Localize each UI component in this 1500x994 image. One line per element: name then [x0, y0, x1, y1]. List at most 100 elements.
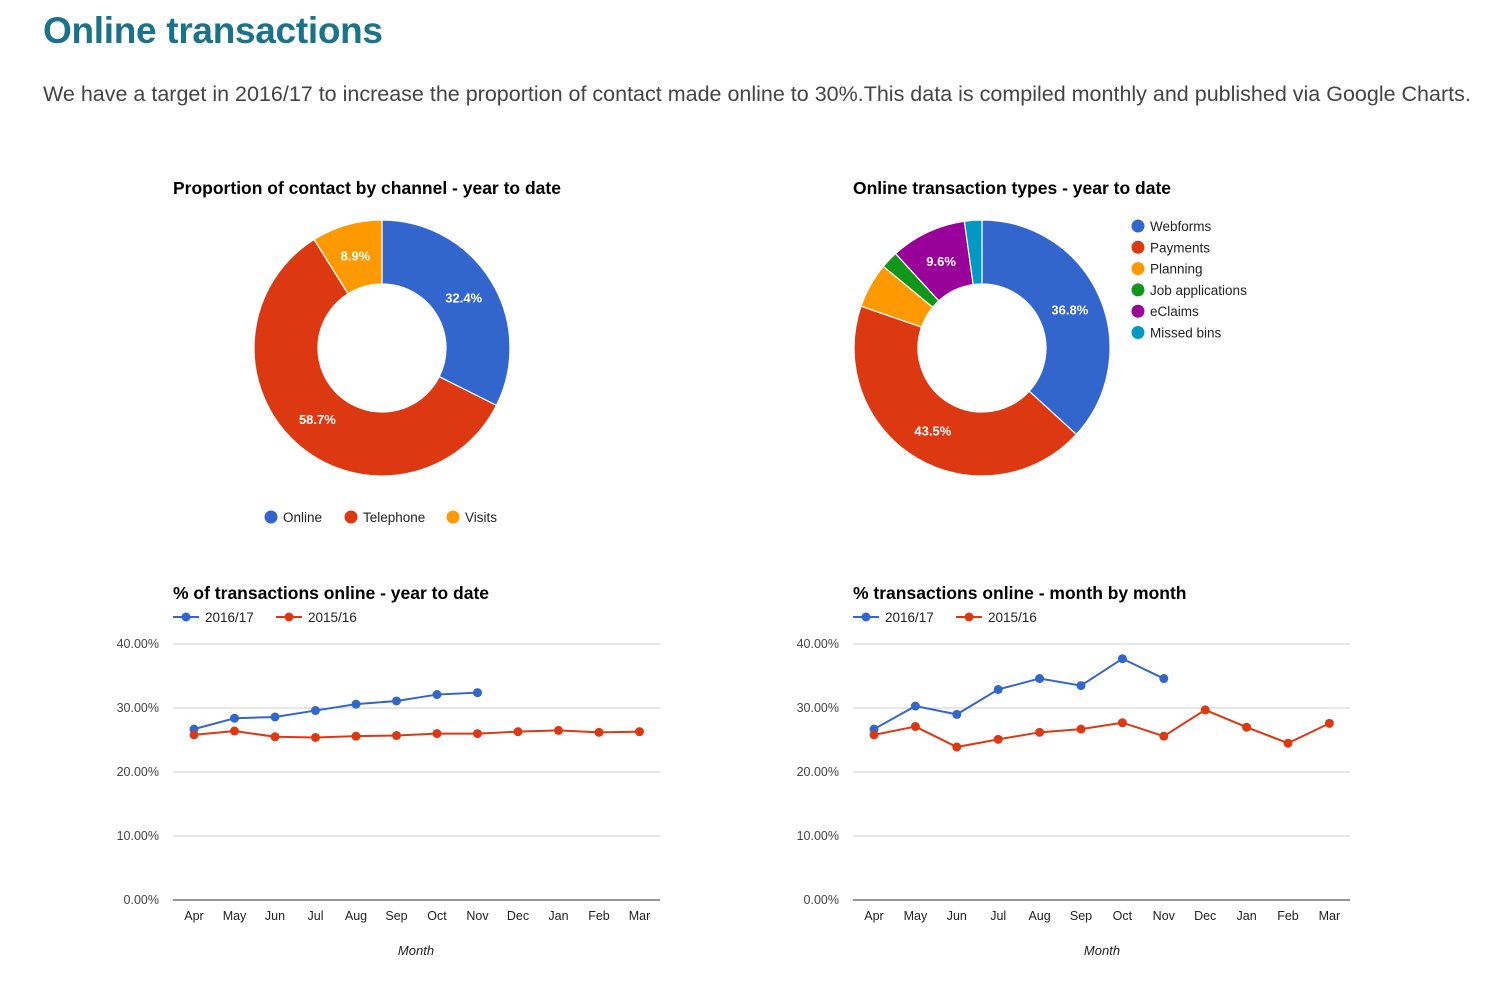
series-2015-16: [869, 705, 1334, 752]
pie-slice-visits: [313, 219, 383, 295]
y-tick-label: 40.00%: [797, 637, 839, 651]
data-point: [351, 699, 361, 709]
legend-label: 2016/17: [205, 610, 254, 625]
data-point: [513, 727, 523, 737]
legend-item-online: Online: [264, 510, 322, 525]
data-point: [1035, 727, 1045, 737]
y-tick-label: 0.00%: [804, 893, 839, 907]
data-point: [432, 690, 442, 700]
x-tick-jun: Jun: [265, 909, 285, 923]
data-point: [635, 727, 644, 737]
legend-label: 2015/16: [308, 610, 357, 625]
legend-item-2016-17: 2016/17: [853, 610, 934, 625]
data-point: [230, 726, 239, 736]
x-tick-jan: Jan: [1237, 909, 1257, 923]
data-point: [869, 730, 879, 740]
legend-label: Visits: [465, 510, 497, 525]
series-line: [193, 729, 640, 739]
legend-item-telephone: Telephone: [344, 510, 425, 525]
data-point: [432, 729, 442, 739]
legend-item-2016-17: 2016/17: [173, 610, 254, 625]
line-chart-mbm-svg: % transactions online - month by month 2…: [797, 583, 1350, 958]
slice-labels: 32.4% 58.7% 8.9%: [299, 249, 483, 427]
x-tick-oct: Oct: [1113, 909, 1133, 923]
data-point: [230, 713, 239, 723]
x-axis-title: Month: [398, 943, 434, 958]
chart-online-ytd: % of transactions online - year to date …: [100, 575, 680, 975]
legend-item-payments: Payments: [1131, 240, 1210, 255]
line-chart-ytd-svg: % of transactions online - year to date …: [117, 583, 660, 958]
x-tick-jun: Jun: [947, 909, 967, 923]
y-tick-label: 20.00%: [117, 765, 159, 779]
chart-title: % transactions online - month by month: [853, 583, 1186, 603]
slice-label-webforms: 36.8%: [1051, 302, 1088, 317]
y-tick-label: 0.00%: [124, 893, 159, 907]
data-point: [594, 727, 604, 737]
x-tick-nov: Nov: [1153, 909, 1176, 923]
x-tick-jul: Jul: [308, 909, 324, 923]
legend-marker: [446, 510, 460, 524]
x-tick-apr: Apr: [184, 909, 203, 923]
data-point: [311, 706, 320, 716]
chart-legend: Online Telephone Visits: [264, 510, 497, 525]
x-axis-ticks: Apr May Jun Jul Aug Sep Oct Nov Dec Jan Feb Mar: [184, 909, 650, 923]
data-point: [952, 742, 962, 752]
legend-item-missed-bins: Missed bins: [1131, 326, 1222, 341]
x-tick-oct: Oct: [427, 909, 447, 923]
chart-grid: [173, 643, 660, 901]
pie-slice-telephone: [253, 238, 498, 477]
pie-slices: [853, 219, 1111, 477]
data-point: [1035, 674, 1045, 684]
series-2015-16: [189, 725, 644, 742]
legend-marker: [1131, 262, 1145, 276]
data-point: [351, 731, 361, 741]
data-point: [392, 731, 401, 741]
chart-online-month-by-month: % transactions online - month by month 2…: [780, 575, 1380, 975]
data-point: [1159, 731, 1169, 741]
x-tick-jan: Jan: [548, 909, 568, 923]
x-tick-feb: Feb: [1277, 909, 1299, 923]
x-tick-feb: Feb: [588, 909, 610, 923]
chart-series: [869, 654, 1334, 752]
x-tick-mar: Mar: [1319, 909, 1341, 923]
data-point: [910, 701, 920, 711]
pie-slice-payments: [853, 305, 1078, 477]
y-tick-label: 30.00%: [117, 701, 159, 715]
data-point: [189, 730, 199, 740]
legend-marker: [1131, 326, 1145, 339]
legend-label: Telephone: [363, 510, 425, 525]
chart-legend: 2016/17 2015/16: [173, 610, 357, 625]
chart-title: Online transaction types - year to date: [853, 178, 1171, 198]
data-point: [1076, 681, 1086, 691]
data-point: [1200, 705, 1210, 715]
legend-marker: [344, 510, 358, 524]
slice-label-payments: 43.5%: [914, 423, 951, 438]
pie-slice-online: [381, 219, 511, 407]
legend-marker: [1131, 304, 1145, 318]
x-tick-dec: Dec: [507, 909, 529, 923]
data-point: [311, 732, 320, 742]
slice-label-eclaims: 9.6%: [926, 254, 956, 269]
x-tick-sep: Sep: [385, 909, 407, 923]
data-point: [270, 712, 280, 722]
legend-marker: [964, 612, 974, 622]
y-axis-ticks: 0.00% 10.00% 20.00% 30.00% 40.00%: [797, 637, 839, 907]
chart-title: % of transactions online - year to date: [173, 583, 489, 603]
x-axis-ticks: Apr May Jun Jul Aug Sep Oct Nov Dec Jan Feb Mar: [864, 909, 1340, 923]
slice-label-visits: 8.9%: [341, 249, 371, 264]
data-point: [910, 722, 920, 732]
series-line: [873, 708, 1330, 749]
x-tick-apr: Apr: [864, 909, 883, 923]
legend-label: Planning: [1150, 262, 1203, 277]
x-tick-dec: Dec: [1194, 909, 1216, 923]
chart-contact-by-channel: Proportion of contact by channel - year …: [150, 170, 630, 540]
chart-title: Proportion of contact by channel - year …: [173, 178, 561, 198]
x-tick-aug: Aug: [1028, 909, 1050, 923]
x-tick-jul: Jul: [990, 909, 1006, 923]
legend-item-eclaims: eClaims: [1131, 304, 1199, 319]
x-tick-mar: Mar: [629, 909, 651, 923]
legend-marker: [1131, 219, 1145, 233]
page-intro: We have a target in 2016/17 to increase …: [43, 82, 1471, 106]
data-point: [993, 684, 1003, 694]
chart-legend: 2016/17 2015/16: [853, 610, 1037, 625]
